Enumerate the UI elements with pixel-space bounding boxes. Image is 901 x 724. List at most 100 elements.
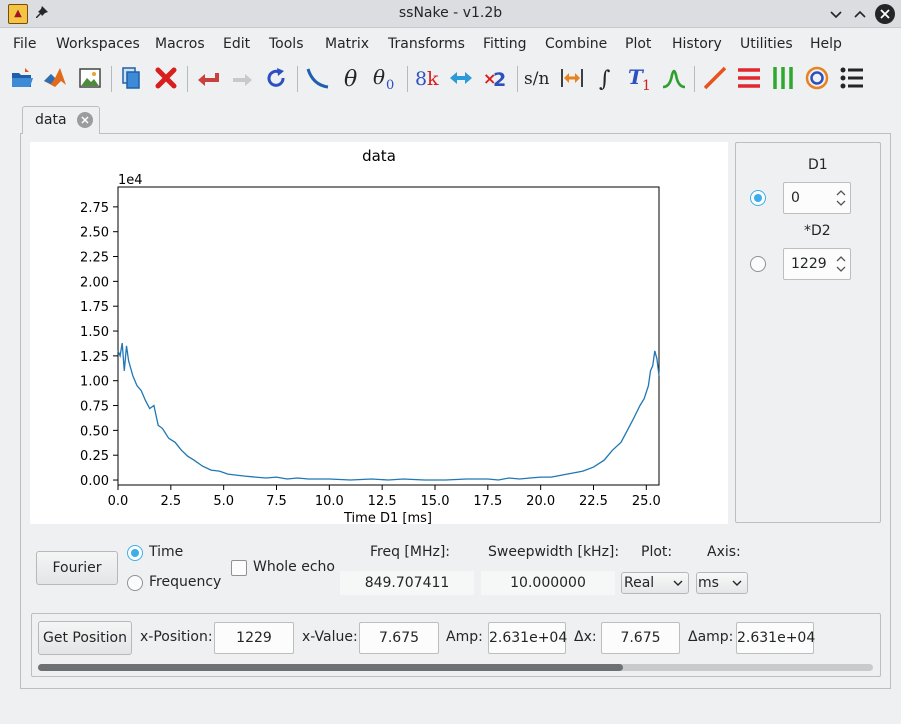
axis-label: Axis:	[707, 544, 741, 560]
close-icon	[880, 9, 890, 19]
menu-combine[interactable]: Combine	[545, 36, 608, 52]
axis-select-value: ms	[698, 575, 719, 591]
x-position-field[interactable]: 1229	[214, 622, 294, 654]
menu-history[interactable]: History	[672, 36, 722, 52]
x-axis-label: Time D1 [ms]	[343, 511, 432, 524]
one-d-plot-icon[interactable]	[702, 65, 728, 91]
size-8-glyph: 8	[415, 68, 427, 90]
undo-icon[interactable]	[195, 65, 221, 91]
x-tick-label: 0.0	[108, 494, 129, 509]
x-value-field[interactable]: 7.675	[359, 622, 439, 654]
d2-radio[interactable]	[750, 256, 766, 272]
open-folder-icon[interactable]	[9, 65, 35, 91]
y-tick-label: 0.75	[80, 400, 109, 415]
contour-plot-icon[interactable]	[804, 65, 830, 91]
axis-select[interactable]: ms	[696, 572, 748, 594]
x-axis-ticks: 0.0 2.5 5.0 7.5 10.0 12.5 15.0 17.5 20.0 22.5 25.0	[108, 485, 661, 509]
position-panel	[31, 613, 881, 677]
d2-value: 1229	[791, 256, 827, 272]
times-two-icon[interactable]: × 2	[482, 65, 508, 91]
app-icon: ▲	[8, 4, 28, 24]
close-window-button[interactable]	[875, 4, 895, 24]
image-icon[interactable]	[77, 65, 103, 91]
freq-label: Freq [MHz]:	[370, 544, 451, 560]
tab-data[interactable]: data	[22, 106, 100, 134]
menu-edit[interactable]: Edit	[223, 36, 251, 52]
y-tick-label: 1.25	[80, 350, 109, 365]
menu-plot[interactable]: Plot	[625, 36, 652, 52]
freq-value[interactable]: 849.707411	[340, 571, 474, 595]
chart: data 1e4 0.0 2.5 5.0 7.5 10.0 12.5 15.0 17.5 20.…	[80, 147, 661, 526]
d1-spinbox[interactable]: 0	[783, 182, 851, 214]
pin-icon[interactable]	[34, 5, 50, 21]
dimension-panel	[735, 142, 881, 523]
menu-help[interactable]: Help	[810, 36, 842, 52]
toolbar-separator	[517, 66, 518, 92]
toolbar-separator	[187, 66, 188, 92]
maximize-icon[interactable]	[852, 6, 868, 22]
copy-icon[interactable]	[118, 65, 144, 91]
time-label: Time	[149, 544, 184, 560]
dx-field[interactable]: 7.675	[601, 622, 680, 654]
multi-plot-icon[interactable]	[839, 65, 865, 91]
sweepwidth-value[interactable]: 10.000000	[481, 571, 615, 595]
window-title: ssNake - v1.2b	[398, 5, 503, 21]
menu-tools[interactable]: Tools	[269, 36, 304, 52]
y-tick-label: 2.75	[80, 201, 109, 216]
array-plot-icon[interactable]	[770, 65, 796, 91]
reload-icon[interactable]	[263, 65, 289, 91]
damp-field[interactable]: 2.631e+04	[736, 622, 815, 654]
d1-radio[interactable]	[750, 190, 766, 206]
tab-label: data	[35, 112, 67, 128]
d2-spinbox[interactable]: 1229	[783, 248, 851, 280]
menu-utilities[interactable]: Utilities	[740, 36, 793, 52]
spin-arrows-icon[interactable]	[834, 186, 848, 210]
series-line	[117, 342, 660, 481]
fourier-button[interactable]: Fourier	[36, 551, 118, 585]
signal-noise-icon[interactable]: s/n	[524, 65, 550, 91]
redo-icon[interactable]	[229, 65, 255, 91]
tab-close-button[interactable]	[77, 112, 93, 128]
toolbar-separator	[297, 66, 298, 92]
spin-arrows-icon[interactable]	[834, 252, 848, 276]
peak-icon[interactable]	[661, 65, 687, 91]
menu-fitting[interactable]: Fitting	[483, 36, 527, 52]
x-tick-label: 5.0	[213, 494, 234, 509]
x-tick-label: 17.5	[473, 494, 502, 509]
theta-icon[interactable]: θ	[339, 65, 365, 92]
menu-macros[interactable]: Macros	[155, 36, 205, 52]
x-tick-label: 10.0	[315, 494, 344, 509]
scrollbar-thumb[interactable]	[38, 664, 623, 671]
menu-matrix[interactable]: Matrix	[325, 36, 370, 52]
x-tick-label: 15.0	[421, 494, 450, 509]
minimize-icon[interactable]	[828, 6, 844, 22]
times-glyph: ×	[483, 69, 496, 88]
amp-field[interactable]: 2.631e+04	[488, 622, 567, 654]
menu-transforms[interactable]: Transforms	[388, 36, 465, 52]
d1-value: 0	[791, 190, 800, 206]
width-icon[interactable]	[559, 65, 585, 91]
whole-echo-checkbox[interactable]	[231, 560, 247, 576]
integral-icon[interactable]: ∫	[592, 65, 618, 92]
damp-label: Δamp:	[688, 629, 734, 645]
matlab-icon[interactable]	[42, 65, 68, 91]
chevron-down-icon	[673, 580, 683, 586]
frequency-radio[interactable]	[127, 575, 143, 591]
plot-canvas[interactable]: data 1e4 0.0 2.5 5.0 7.5 10.0 12.5 15.0 17.5 20.…	[30, 142, 728, 526]
x-tick-label: 7.5	[266, 494, 287, 509]
chevron-down-icon	[732, 580, 742, 586]
get-position-button[interactable]: Get Position	[38, 621, 132, 655]
phasing-icon[interactable]	[305, 65, 331, 91]
time-radio[interactable]	[127, 545, 143, 561]
menu-file[interactable]: File	[13, 36, 37, 52]
stack-plot-icon[interactable]	[736, 65, 762, 91]
delete-icon[interactable]	[153, 65, 179, 91]
size-k-glyph: k	[427, 68, 439, 90]
swap-icon[interactable]	[448, 65, 474, 91]
menu-workspaces[interactable]: Workspaces	[56, 36, 140, 52]
plot-select[interactable]: Real	[621, 572, 689, 594]
